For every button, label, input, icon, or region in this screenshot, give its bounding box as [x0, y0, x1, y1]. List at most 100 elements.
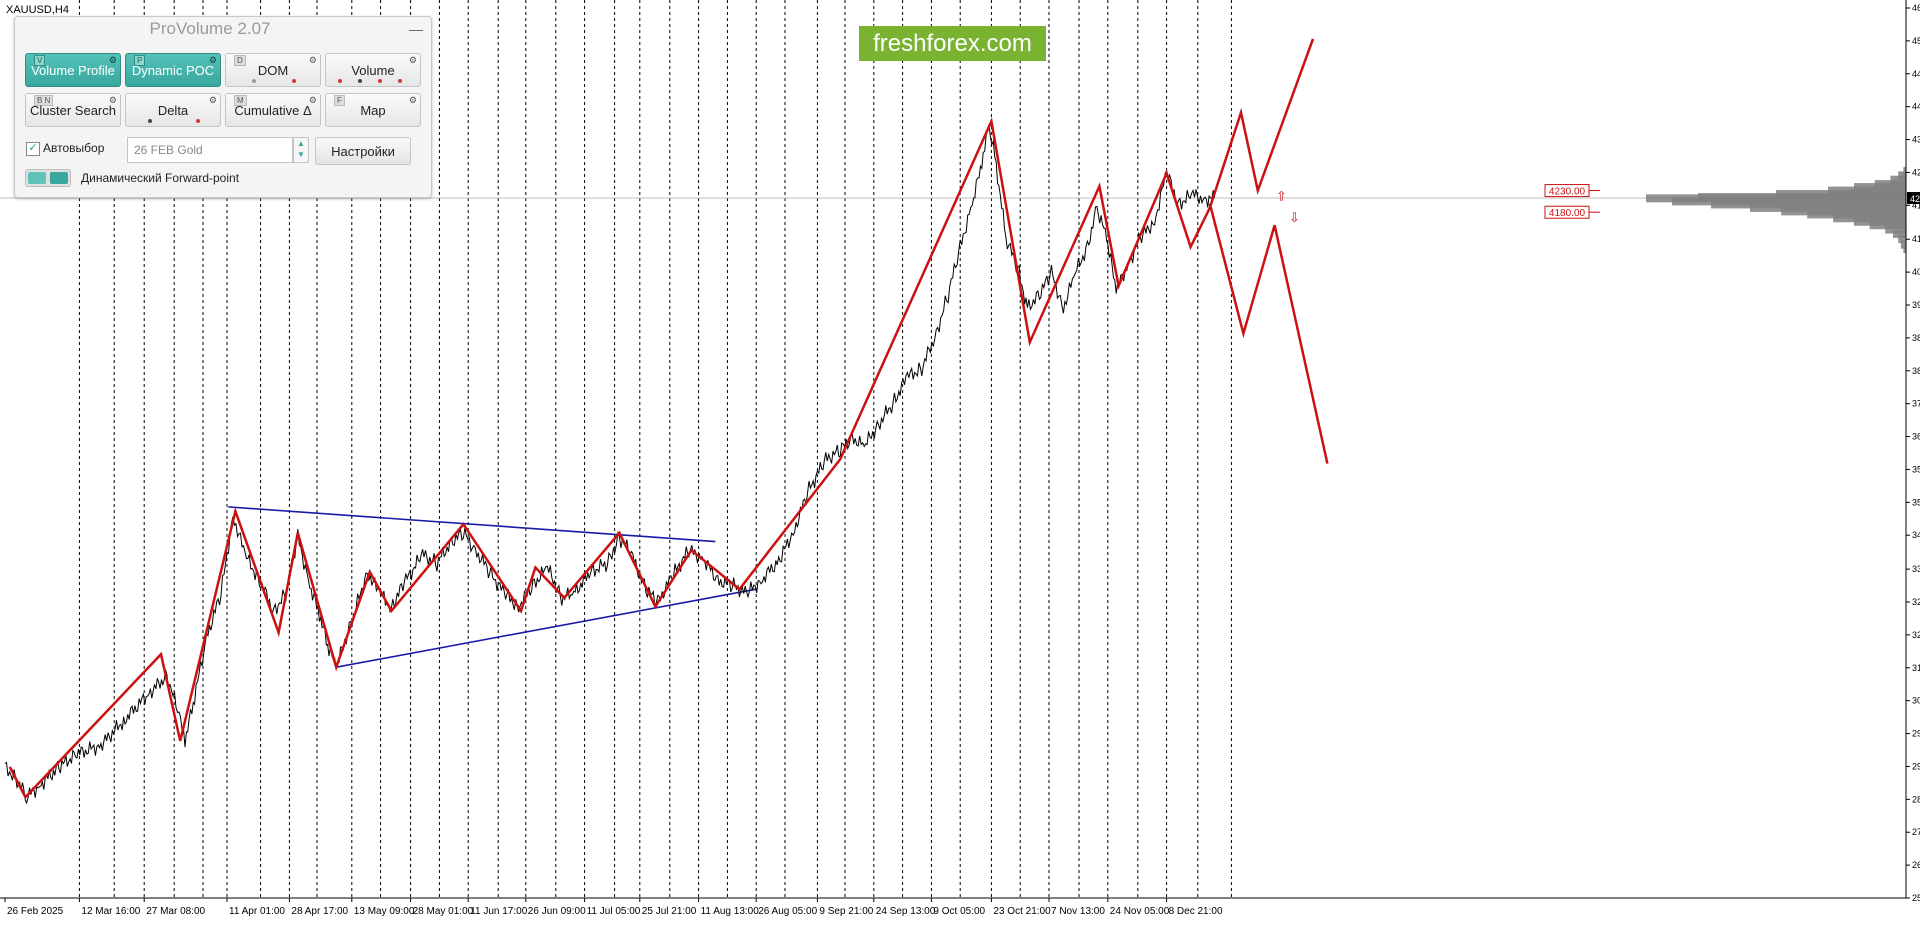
zigzag-line[interactable]: [8, 38, 1315, 800]
button-indicator: [332, 79, 414, 83]
gear-icon[interactable]: ⚙: [208, 95, 217, 105]
gear-icon[interactable]: ⚙: [108, 95, 117, 105]
y-tick-label: 4041.80: [1912, 267, 1920, 277]
level-label: 4180.00: [1549, 208, 1586, 219]
y-tick-label: 3890.00: [1912, 333, 1920, 343]
button-label: Delta: [157, 103, 189, 118]
x-tick-label: 27 Mar 08:00: [146, 906, 205, 917]
y-tick-label: 3356.40: [1912, 564, 1920, 574]
button-indicator: [132, 119, 214, 123]
forward-point-label: Динамический Forward-point: [81, 171, 240, 185]
y-tick-label: 4117.70: [1912, 234, 1920, 244]
x-tick-label: 13 May 09:00: [354, 906, 415, 917]
y-tick-label: 3510.50: [1912, 497, 1920, 507]
dynamic-poc-button[interactable]: P ⚙ Dynamic POC: [125, 53, 221, 87]
button-indicator: [232, 79, 314, 83]
volume-profile-bar: [1903, 245, 1906, 254]
x-tick-label: 26 Jun 09:00: [528, 906, 586, 917]
x-tick-label: 26 Aug 05:00: [758, 906, 817, 917]
y-tick-label: 4651.30: [1912, 3, 1920, 13]
volume-button[interactable]: ⚙ Volume: [325, 53, 421, 87]
cumulative-delta-button[interactable]: M ⚙ Cumulative Δ: [225, 93, 321, 127]
cluster-search-button[interactable]: B N ⚙ Cluster Search: [25, 93, 121, 127]
gear-icon[interactable]: ⚙: [208, 55, 217, 65]
x-tick-label: 8 Dec 21:00: [1169, 906, 1223, 917]
chevron-updown-icon[interactable]: ▲ ▼: [293, 137, 309, 163]
volume-profile-bar: [1893, 229, 1906, 238]
auto-select-checkbox[interactable]: ✓: [26, 142, 40, 156]
gear-icon[interactable]: ⚙: [108, 55, 117, 65]
y-tick-label: 2673.30: [1912, 860, 1920, 870]
volume-profile-bar: [1890, 175, 1906, 184]
y-tick-label: 2749.20: [1912, 827, 1920, 837]
x-tick-label: 9 Sep 21:00: [819, 906, 873, 917]
hotkey-badge: P: [134, 55, 146, 66]
x-tick-label: 24 Sep 13:00: [876, 906, 936, 917]
y-tick-label: 4423.60: [1912, 102, 1920, 112]
triangle-upper-line[interactable]: [228, 506, 716, 543]
y-tick-label: 4575.40: [1912, 36, 1920, 46]
gear-icon[interactable]: ⚙: [308, 55, 317, 65]
y-tick-label: 3586.40: [1912, 464, 1920, 474]
volume-profile-bar: [1900, 240, 1906, 249]
gear-icon[interactable]: ⚙: [408, 95, 417, 105]
y-tick-label: 4195.90: [1912, 200, 1920, 210]
button-label: Cluster Search: [30, 103, 116, 118]
map-button[interactable]: F ⚙ Map: [325, 93, 421, 127]
zigzag-scenario-line[interactable]: [1208, 203, 1329, 464]
y-tick-label: 3280.50: [1912, 597, 1920, 607]
provolume-panel: ProVolume 2.07 — V ⚙ Volume Profile P ⚙ …: [14, 16, 432, 198]
button-label: Map: [360, 103, 386, 118]
volume-profile-bar: [1898, 171, 1906, 180]
x-tick-label: 24 Nov 05:00: [1110, 906, 1170, 917]
hotkey-badge: V: [34, 55, 46, 66]
symbol-label: XAUUSD,H4: [6, 4, 69, 16]
x-tick-label: 11 Jun 17:00: [470, 906, 528, 917]
y-tick-label: 2825.10: [1912, 794, 1920, 804]
volume-profile-button[interactable]: V ⚙ Volume Profile: [25, 53, 121, 87]
y-tick-label: 3052.80: [1912, 696, 1920, 706]
x-tick-label: 11 Apr 01:00: [229, 906, 285, 917]
x-tick-label: 9 Oct 05:00: [933, 906, 985, 917]
button-label: Volume: [351, 63, 395, 78]
x-tick-label: 26 Feb 2025: [7, 906, 64, 917]
arrow-up-icon: ⇧: [1276, 189, 1287, 204]
volume-profile-bar: [1903, 167, 1906, 176]
x-tick-label: 7 Nov 13:00: [1051, 906, 1105, 917]
y-tick-label: 3662.30: [1912, 432, 1920, 442]
gear-icon[interactable]: ⚙: [308, 95, 317, 105]
y-tick-label: 4271.80: [1912, 167, 1920, 177]
y-tick-label: 2901.00: [1912, 761, 1920, 771]
delta-button[interactable]: ⚙ Delta: [125, 93, 221, 127]
forward-point-toggle[interactable]: [25, 169, 71, 187]
dom-button[interactable]: D ⚙ DOM: [225, 53, 321, 87]
y-tick-label: 4347.70: [1912, 135, 1920, 145]
y-tick-label: 2976.90: [1912, 729, 1920, 739]
settings-button[interactable]: Настройки: [315, 137, 411, 165]
button-label: DOM: [257, 63, 289, 78]
hotkey-badge: B N: [34, 95, 54, 106]
panel-title: ProVolume 2.07: [149, 19, 271, 38]
button-label: Cumulative Δ: [234, 103, 312, 118]
volume-profile-bar: [1869, 221, 1906, 230]
x-tick-label: 23 Oct 21:00: [993, 906, 1051, 917]
hotkey-badge: D: [234, 55, 246, 66]
hotkey-badge: M: [234, 95, 247, 106]
x-tick-label: 25 Jul 21:00: [642, 906, 697, 917]
y-tick-label: 3814.10: [1912, 366, 1920, 376]
current-price-label: 4212.78: [1910, 194, 1920, 204]
button-label: Dynamic POC: [131, 63, 215, 78]
gear-icon[interactable]: ⚙: [408, 55, 417, 65]
y-tick-label: 3738.20: [1912, 399, 1920, 409]
x-tick-label: 28 Apr 17:00: [291, 906, 348, 917]
minimize-icon[interactable]: —: [409, 21, 423, 37]
x-tick-label: 12 Mar 16:00: [81, 906, 140, 917]
instrument-field[interactable]: 26 FEB Gold: [127, 137, 293, 163]
y-tick-label: 3965.90: [1912, 300, 1920, 310]
button-label: Volume Profile: [31, 63, 115, 78]
y-tick-label: 4499.50: [1912, 69, 1920, 79]
volume-profile-bar: [1885, 225, 1906, 234]
triangle-lower-line[interactable]: [336, 588, 757, 668]
